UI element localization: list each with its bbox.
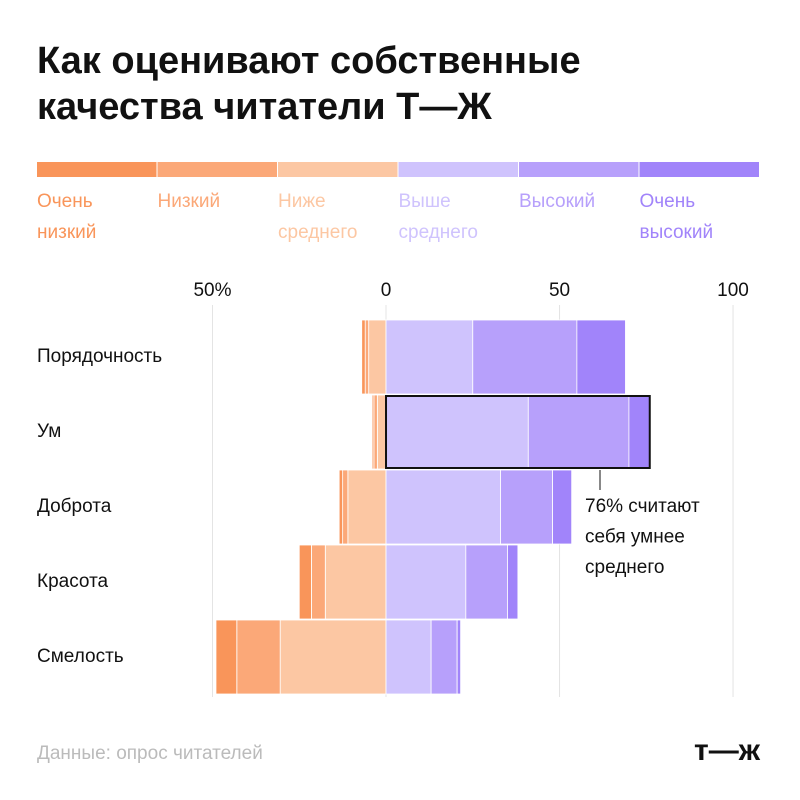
bar-segment — [342, 469, 349, 545]
bar-segment — [215, 619, 238, 695]
bar-segment — [324, 544, 387, 620]
bar-segment — [376, 394, 387, 470]
annotation: 76% считают — [585, 496, 700, 517]
bar-segment — [311, 544, 326, 620]
legend-swatch — [398, 162, 518, 177]
category-label: Доброта — [37, 496, 112, 517]
bar-segment — [338, 469, 344, 545]
legend-label: Ниже среднего — [278, 191, 358, 243]
annotation: себя умнее — [585, 527, 685, 548]
bar-segment — [347, 469, 387, 545]
bar-segment — [385, 469, 501, 545]
source: Данные: опрос читателей — [37, 743, 263, 764]
legend-swatch — [639, 162, 759, 177]
category-label: Смелость — [37, 646, 124, 667]
legend-swatch — [278, 162, 398, 177]
annotation: среднего — [585, 557, 664, 578]
logo: т—ж — [694, 734, 761, 767]
legend-swatch — [37, 162, 157, 177]
x-tick-label: 0 — [381, 280, 392, 301]
bar-segment — [456, 619, 462, 695]
bar-segment — [385, 319, 474, 395]
category-label: Красота — [37, 571, 109, 592]
bar-segment — [368, 319, 387, 395]
bar-segment — [298, 544, 312, 620]
bar-segment — [385, 394, 529, 470]
bar-segment — [279, 619, 387, 695]
x-tick-label: 100 — [717, 280, 749, 301]
legend-swatch — [157, 162, 277, 177]
chart-title: Как оценивают собственные качества читат… — [37, 40, 581, 128]
bar-segment — [373, 394, 378, 470]
legend-label: Выше среднего — [398, 191, 478, 243]
legend-label: Низкий — [157, 191, 221, 212]
bar-segment — [472, 319, 578, 395]
bar-segment — [371, 394, 375, 470]
bar-segment — [628, 394, 651, 470]
bar-segment — [552, 469, 573, 545]
legend-label: Высокий — [519, 191, 596, 212]
bar-segment — [385, 544, 467, 620]
bar-segment — [527, 394, 630, 470]
bar-segment — [465, 544, 508, 620]
bar-segment — [430, 619, 458, 695]
bar-segment — [236, 619, 281, 695]
bar-segment — [576, 319, 626, 395]
category-label: Порядочность — [37, 346, 162, 367]
legend-label: Очень низкий — [37, 191, 97, 243]
legend-swatch — [519, 162, 639, 177]
highlight-box — [385, 395, 651, 469]
x-tick-label: 50% — [193, 280, 231, 301]
x-tick-label: 50 — [549, 280, 570, 301]
bar-segment — [500, 469, 553, 545]
bar-segment — [385, 619, 432, 695]
legend-label: Очень высокий — [639, 191, 714, 243]
bar-segment — [507, 544, 519, 620]
bar-segment — [361, 319, 366, 395]
category-label: Ум — [37, 421, 61, 442]
bar-segment — [364, 319, 370, 395]
